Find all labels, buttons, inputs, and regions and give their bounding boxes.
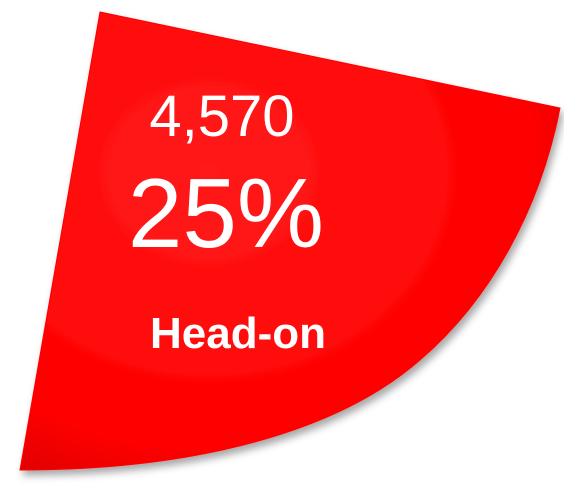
slice-percent-label: 25%: [127, 158, 325, 268]
pie-slice-head-on: [19, 11, 561, 471]
slice-category-label: Head-on: [150, 309, 326, 358]
slice-value-label: 4,570: [149, 84, 295, 149]
